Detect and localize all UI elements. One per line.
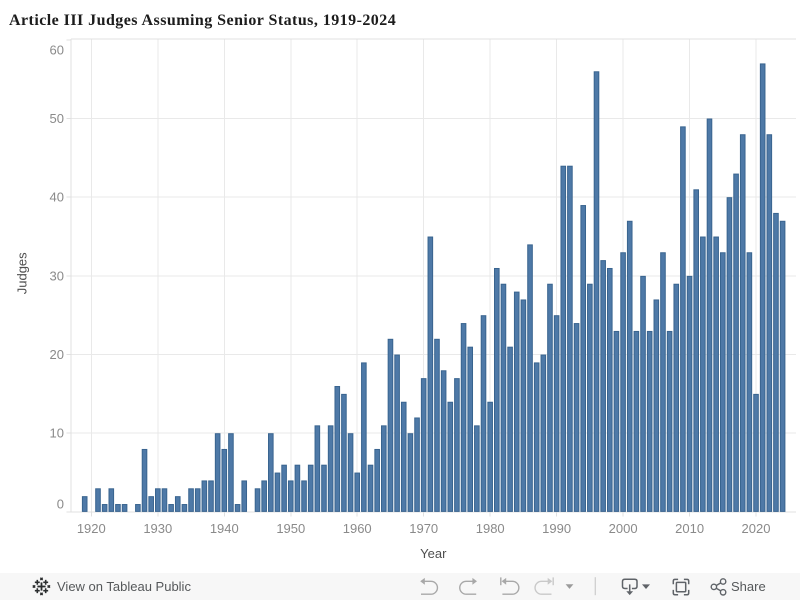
- svg-text:30: 30: [50, 268, 64, 283]
- svg-text:1930: 1930: [143, 521, 172, 536]
- svg-text:1940: 1940: [210, 521, 239, 536]
- svg-text:Judges: Judges: [14, 252, 29, 294]
- svg-text:Year: Year: [420, 546, 447, 561]
- svg-text:0: 0: [57, 497, 64, 512]
- svg-text:2020: 2020: [742, 521, 771, 536]
- svg-text:10: 10: [50, 426, 64, 441]
- svg-text:1990: 1990: [542, 521, 571, 536]
- svg-text:50: 50: [50, 111, 64, 126]
- svg-text:1920: 1920: [77, 521, 106, 536]
- svg-text:60: 60: [50, 42, 64, 57]
- svg-text:1980: 1980: [476, 521, 505, 536]
- svg-text:20: 20: [50, 347, 64, 362]
- svg-text:2010: 2010: [675, 521, 704, 536]
- svg-text:40: 40: [50, 190, 64, 205]
- svg-text:1970: 1970: [409, 521, 438, 536]
- svg-text:1960: 1960: [343, 521, 372, 536]
- svg-text:1950: 1950: [276, 521, 305, 536]
- svg-text:2000: 2000: [609, 521, 638, 536]
